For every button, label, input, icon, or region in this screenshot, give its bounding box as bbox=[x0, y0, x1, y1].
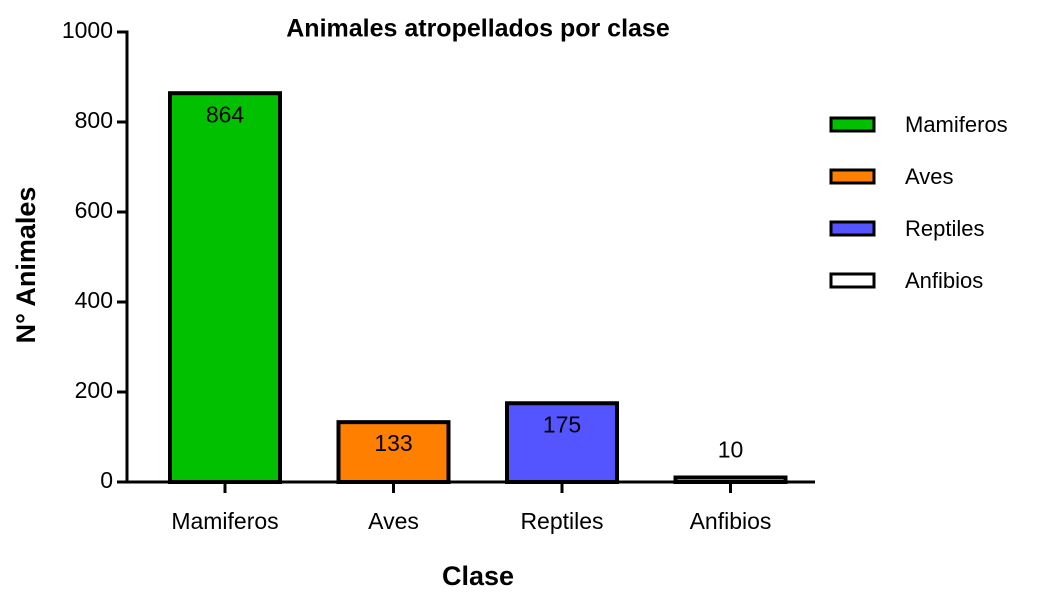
legend-swatch bbox=[829, 272, 876, 289]
y-tick-label: 0 bbox=[100, 467, 113, 493]
x-tick-label: Reptiles bbox=[520, 508, 603, 534]
value-label: 133 bbox=[374, 430, 412, 456]
legend-swatch bbox=[829, 220, 876, 237]
legend-label: Mamiferos bbox=[905, 112, 1008, 137]
x-tick-label: Mamiferos bbox=[171, 508, 278, 534]
legend-swatch bbox=[829, 168, 876, 185]
y-tick-label: 1000 bbox=[62, 17, 113, 43]
x-tick-label: Aves bbox=[368, 508, 419, 534]
y-tick-label: 800 bbox=[75, 107, 113, 133]
y-tick-label: 600 bbox=[75, 197, 113, 223]
x-tick-label: Anfibios bbox=[690, 508, 772, 534]
y-tick-label: 200 bbox=[75, 377, 113, 403]
bar bbox=[168, 91, 282, 484]
legend-swatch bbox=[829, 116, 876, 133]
legend-label: Aves bbox=[905, 164, 954, 189]
value-label: 10 bbox=[718, 437, 744, 463]
x-axis-label: Clase bbox=[442, 561, 514, 591]
y-axis-label: N° Animales bbox=[11, 187, 41, 344]
legend-label: Reptiles bbox=[905, 216, 984, 241]
legend-label: Anfibios bbox=[905, 268, 983, 293]
y-tick-label: 400 bbox=[75, 287, 113, 313]
value-label: 864 bbox=[206, 101, 245, 127]
value-label: 175 bbox=[543, 411, 581, 437]
chart-title: Animales atropellados por clase bbox=[286, 15, 670, 43]
